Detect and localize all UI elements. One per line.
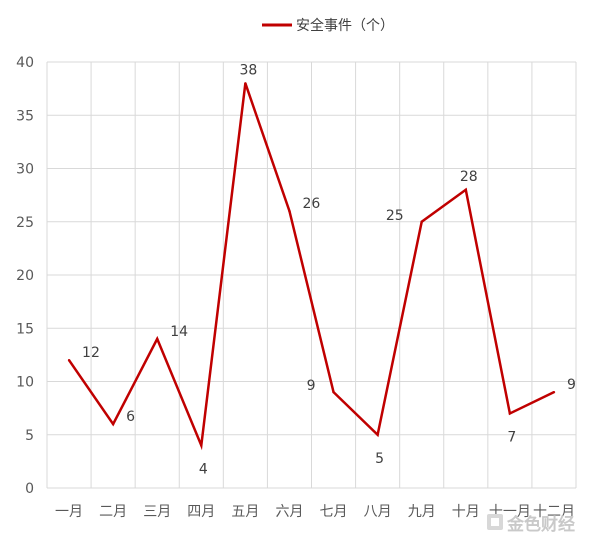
data-label: 28 (460, 169, 478, 185)
data-point (508, 412, 512, 415)
x-tick-label: 二月 (99, 504, 127, 520)
x-tick-label: 七月 (320, 504, 348, 520)
watermark-text: 金色财经 (506, 514, 575, 535)
data-label: 9 (567, 377, 576, 393)
y-tick-label: 10 (16, 375, 34, 391)
y-tick-label: 40 (16, 55, 34, 71)
data-label: 7 (507, 429, 516, 445)
x-tick-label: 三月 (143, 504, 171, 520)
data-label: 9 (307, 378, 316, 394)
data-point (67, 359, 71, 362)
data-point (552, 390, 556, 394)
data-labels: 12 6 14 4 38 26 9 5 25 28 7 9 (82, 62, 576, 477)
y-tick-label: 0 (25, 481, 34, 497)
watermark-logo-icon (487, 514, 503, 530)
legend-label: 安全事件（个） (296, 17, 394, 34)
y-tick-label: 25 (16, 215, 34, 231)
data-label: 25 (386, 208, 404, 224)
data-label: 6 (126, 409, 135, 425)
x-tick-label: 一月 (55, 504, 83, 520)
legend: 安全事件（个） (262, 17, 394, 34)
data-label: 38 (239, 62, 257, 78)
x-tick-label: 十月 (452, 504, 480, 520)
series-layer (67, 82, 556, 451)
y-tick-label: 30 (16, 162, 34, 178)
watermark: 金色财经 (487, 514, 575, 535)
data-point (156, 337, 159, 341)
y-tick-label: 5 (25, 428, 34, 444)
y-tick-label: 35 (16, 108, 34, 124)
x-tick-label: 五月 (231, 504, 259, 520)
y-tick-label: 20 (16, 268, 34, 284)
data-point (332, 390, 335, 394)
data-label: 26 (302, 196, 320, 212)
x-axis-ticks: 一月 二月 三月 四月 五月 六月 七月 八月 九月 十月 十一月 十二月 (55, 504, 575, 520)
data-label: 4 (199, 461, 208, 477)
data-point (111, 422, 115, 426)
x-tick-label: 六月 (275, 504, 303, 520)
data-point (376, 433, 379, 436)
data-label: 5 (375, 451, 384, 467)
series-line (68, 82, 555, 451)
data-label: 12 (82, 345, 100, 361)
data-point (464, 188, 467, 191)
x-tick-label: 十二月 (533, 504, 575, 520)
x-tick-label: 四月 (187, 504, 215, 520)
y-axis-ticks: 0 5 10 15 20 25 30 35 40 (16, 55, 34, 497)
data-point (200, 444, 203, 447)
y-tick-label: 15 (16, 321, 34, 337)
x-tick-label: 九月 (408, 504, 436, 520)
x-tick-label: 八月 (364, 504, 392, 520)
data-point (288, 209, 291, 213)
data-point (244, 82, 247, 85)
grid-lines (46, 61, 577, 489)
data-point (420, 220, 423, 223)
data-label: 14 (170, 324, 188, 340)
